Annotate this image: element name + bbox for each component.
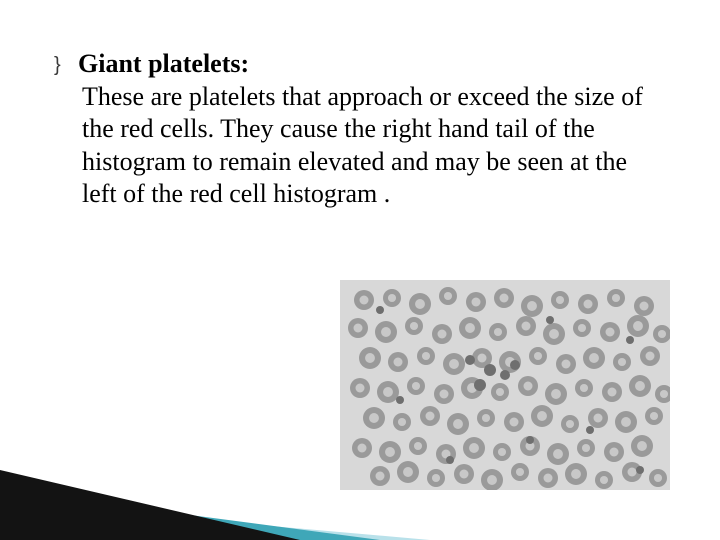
slide-title: Giant platelets: xyxy=(78,49,249,78)
slide: } Giant platelets: These are platelets t… xyxy=(0,0,720,540)
micrograph-image xyxy=(340,280,670,490)
bullet-block: } Giant platelets: These are platelets t… xyxy=(60,48,660,211)
bullet-icon: } xyxy=(54,54,61,77)
slide-body: These are platelets that approach or exc… xyxy=(82,81,660,211)
